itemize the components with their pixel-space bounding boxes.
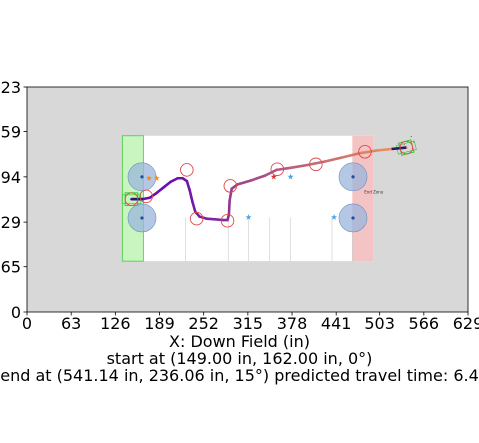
y-tick-label: 194	[0, 168, 21, 187]
playing-field	[122, 135, 374, 262]
x-tick-label: 441	[321, 314, 352, 333]
path-segment	[376, 147, 393, 152]
path-segment	[155, 186, 166, 195]
path-segment	[236, 179, 253, 186]
waypoint-circle	[124, 192, 139, 206]
star-marker	[153, 175, 160, 181]
waypoint-circle	[399, 140, 414, 155]
end-caption: end at (541.14 in, 236.06 in, 15°) predi…	[0, 366, 479, 385]
path-segment	[191, 200, 197, 213]
x-tick-label: 0	[22, 314, 32, 333]
x-axis-label: X: Down Field (in)	[169, 332, 310, 351]
path-segment	[169, 176, 180, 184]
star-marker	[331, 214, 338, 220]
path-segment	[213, 218, 225, 222]
path-segment	[264, 168, 278, 177]
blue-obstacle-center	[351, 175, 355, 179]
sensor-dot	[410, 135, 412, 137]
y-tick-label: 65	[1, 258, 21, 277]
path-segment	[185, 179, 191, 192]
path-segment	[228, 187, 234, 202]
waypoint-circle	[180, 163, 194, 177]
y-tick-label: 323	[0, 78, 21, 97]
waypoint-circle	[220, 213, 235, 228]
x-tick-label: 566	[409, 314, 440, 333]
start-caption: start at (149.00 in, 162.00 in, 0°)	[106, 349, 373, 368]
x-tick-label: 189	[144, 314, 175, 333]
x-tick-label: 315	[233, 314, 264, 333]
waypoint-circle	[139, 189, 153, 204]
x-tick-label: 503	[364, 314, 395, 333]
waypoint-circle	[270, 162, 285, 176]
x-tick-label: 252	[188, 314, 219, 333]
star-marker	[245, 214, 252, 220]
star-marker	[270, 173, 277, 180]
sensor-dot	[413, 141, 415, 143]
end-robot-outline	[395, 140, 417, 155]
waypoint-circle	[358, 145, 372, 159]
path-segment	[162, 180, 173, 189]
path-segment	[227, 199, 231, 216]
star-marker	[145, 175, 153, 181]
star-marker	[287, 173, 294, 180]
blue-obstacle-center	[140, 216, 144, 220]
path-segment	[250, 174, 267, 182]
waypoint-circle	[223, 179, 238, 193]
x-tick-label: 126	[100, 314, 131, 333]
y-tick-label: 0	[11, 303, 21, 322]
waypoint-circle	[309, 157, 323, 172]
x-tick-label: 378	[277, 314, 308, 333]
y-tick-label: 129	[0, 213, 21, 232]
path-segment	[148, 191, 159, 200]
zone-label: End Zone	[364, 190, 384, 195]
waypoint-circle	[189, 211, 204, 226]
path-segment	[289, 163, 309, 170]
path-segment	[323, 156, 344, 163]
path-segment	[205, 217, 217, 221]
path-segment	[341, 151, 362, 159]
x-tick-label: 629	[453, 314, 479, 333]
y-tick-label: 259	[0, 123, 21, 142]
sensor-dot	[403, 144, 405, 146]
path-segment	[358, 149, 379, 155]
x-tick-label: 63	[61, 314, 81, 333]
path-end-segment	[391, 146, 407, 151]
blue-obstacle-center	[140, 175, 144, 179]
blue-obstacle-center	[351, 216, 355, 220]
path-segment	[188, 188, 194, 204]
